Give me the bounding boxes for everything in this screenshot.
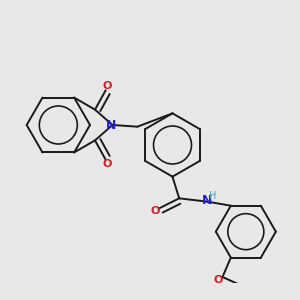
Text: O: O (102, 159, 112, 169)
Text: O: O (102, 81, 112, 91)
Text: O: O (213, 275, 223, 285)
Text: O: O (150, 206, 160, 216)
Text: H: H (209, 191, 216, 201)
Text: N: N (202, 194, 213, 207)
Text: N: N (106, 118, 117, 131)
